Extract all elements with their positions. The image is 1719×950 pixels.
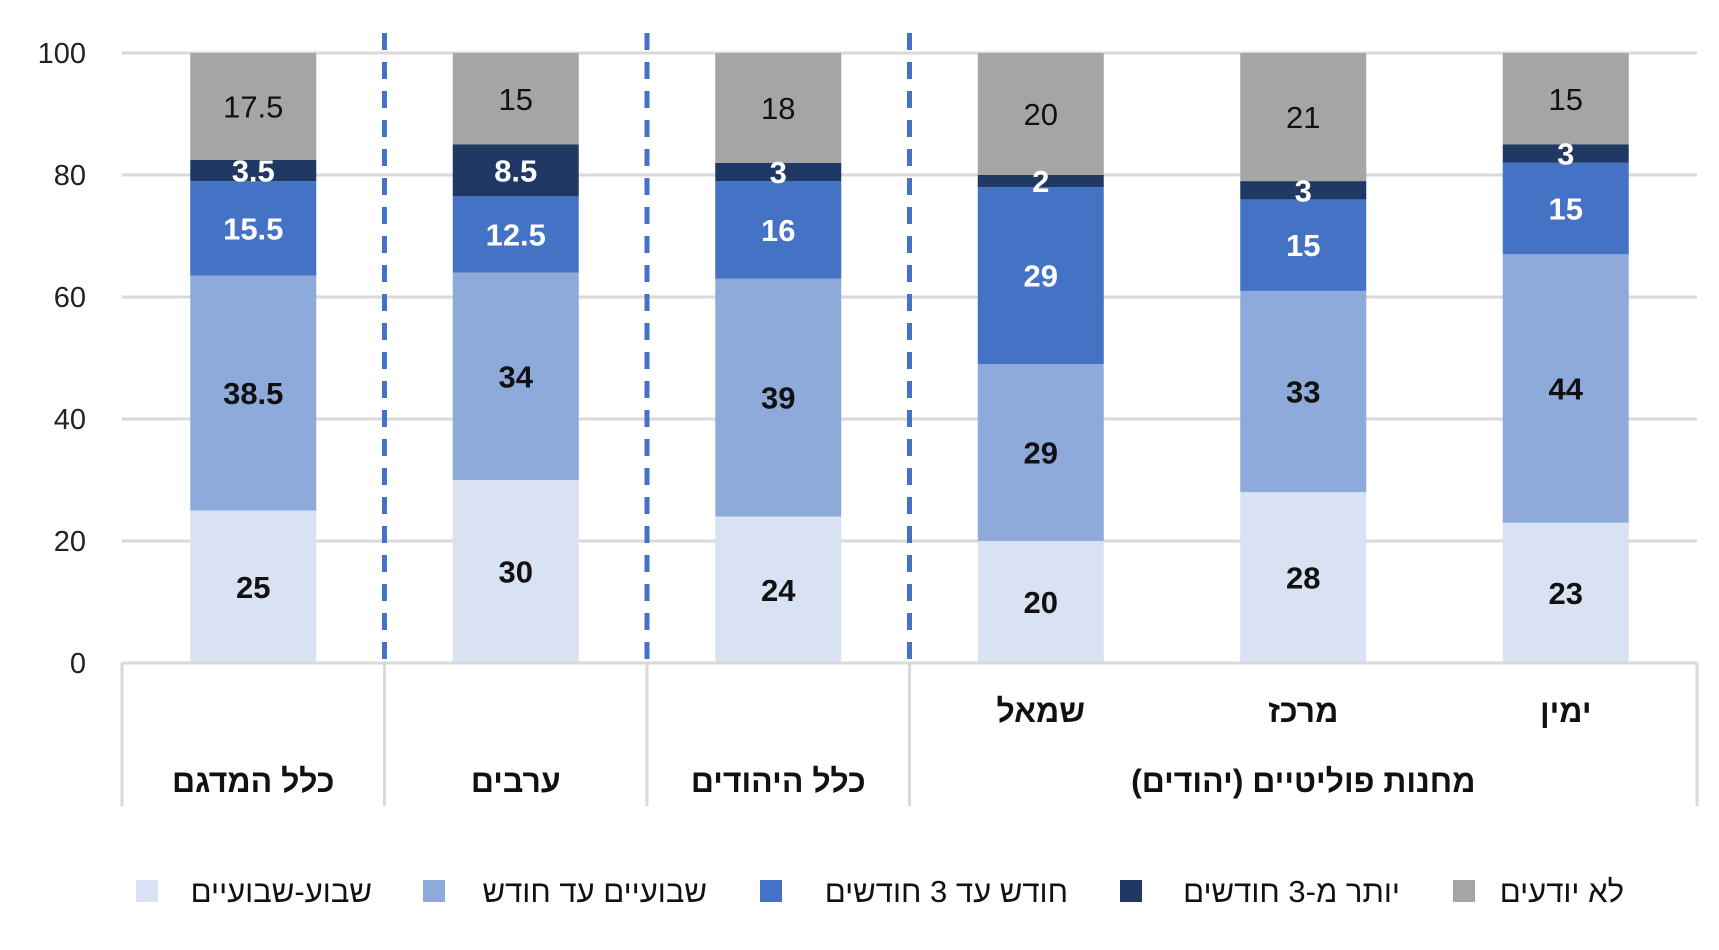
data-label: 29 [1024,436,1058,471]
bar-segment [1240,181,1367,200]
data-label: 44 [1549,372,1584,407]
data-label: 2 [1032,164,1049,199]
data-label: 29 [1024,259,1058,294]
bar-segment [1502,53,1629,145]
bar-segment [1502,522,1629,663]
x-group-label: כלל המדגם [172,763,335,799]
data-label: 20 [1024,585,1058,620]
data-label: 3 [770,155,787,190]
data-label: 34 [499,359,534,394]
data-label: 15 [499,82,533,117]
legend-swatch [1120,880,1142,902]
legend-item: יותר מ-3 חודשים [1120,874,1400,909]
bar-segment [452,272,579,480]
x-group-label: מחנות פוליטיים (יהודים) [1131,763,1475,799]
x-axis: שמאל מרכז ימין כלל המדגם ערבים כלל היהודים מחנ… [120,661,1699,806]
bars [190,53,1629,663]
legend-swatch [136,880,158,902]
data-label: 12.5 [486,217,546,252]
x-sub-label: שמאל [997,693,1085,729]
data-label: 3 [1557,137,1574,172]
legend: שבוע-שבועיים שבועיים עד חודש חודש עד 3 חוד… [136,874,1624,909]
group-separators [382,33,912,668]
legend-label: שבועיים עד חודש [483,874,708,909]
bar-segment [190,181,317,276]
bar-segment [715,516,842,663]
legend-item: חודש עד 3 חודשים [760,874,1068,909]
bar-segment [715,278,842,517]
x-group-label: ערבים [471,763,561,799]
y-tick-label: 0 [70,648,86,680]
data-label: 15 [1549,192,1583,227]
legend-label: שבוע-שבועיים [191,874,372,909]
data-label: 3.5 [232,153,275,188]
y-tick-label: 20 [54,526,86,558]
bar-segment [715,181,842,279]
x-sub-label: מרכז [1268,693,1338,729]
bar-segment [1240,492,1367,663]
bar-segment [452,480,579,663]
bar-segment [1502,144,1629,163]
legend-swatch [1453,880,1475,902]
legend-item: שבוע-שבועיים [136,874,372,909]
data-labels: 25 38.5 15.5 3.5 17.5 30 34 12.5 8.5 15 24 39 16 3 18 2… [223,82,1584,620]
y-tick-label: 60 [54,282,86,314]
bar-segment [1240,199,1367,291]
data-label: 38.5 [223,376,283,411]
bar-segment [977,364,1104,541]
data-label: 17.5 [223,89,283,124]
bar-segment [977,175,1104,188]
bar-segment [977,187,1104,365]
y-tick-label: 40 [54,404,86,436]
legend-label: יותר מ-3 חודשים [1183,874,1400,909]
data-label: 33 [1286,375,1320,410]
data-label: 15.5 [223,211,283,246]
bar-segment [977,53,1104,175]
data-label: 18 [761,91,795,126]
x-sub-label: ימין [1540,693,1592,729]
data-label: 3 [1295,173,1312,208]
data-label: 25 [236,570,270,605]
data-label: 15 [1549,82,1583,117]
bar-segment [977,541,1104,663]
bar-segment [452,196,579,273]
bar-segment [190,53,317,160]
bar-segment [1240,290,1367,493]
data-label: 30 [499,555,533,590]
bar-segment [1502,162,1629,255]
y-tick-label: 100 [38,38,86,70]
bar-segment [190,510,317,663]
data-label: 24 [761,573,796,608]
bar-segment [452,53,579,145]
legend-label: חודש עד 3 חודשים [825,874,1068,909]
data-label: 15 [1286,228,1320,263]
legend-swatch [760,880,782,902]
data-label: 8.5 [494,153,537,188]
data-label: 23 [1549,576,1583,611]
legend-item: לא יודעים [1453,874,1624,909]
bar-segment [1240,53,1367,182]
data-label: 16 [761,213,795,248]
bar-segment [1502,254,1629,523]
data-label: 28 [1286,561,1320,596]
bar-segment [190,275,317,511]
data-label: 20 [1024,97,1058,132]
legend-label: לא יודעים [1500,874,1624,909]
bar-segment [452,144,579,197]
data-label: 39 [761,381,795,416]
y-axis: 0 20 40 60 80 100 [38,38,86,680]
legend-item: שבועיים עד חודש [423,874,707,909]
legend-swatch [423,880,445,902]
bar-segment [715,162,842,182]
data-label: 21 [1286,100,1320,135]
bar-segment [190,159,317,182]
x-group-label: כלל היהודים [691,763,866,799]
bar-segment [715,53,842,163]
y-tick-label: 80 [54,160,86,192]
